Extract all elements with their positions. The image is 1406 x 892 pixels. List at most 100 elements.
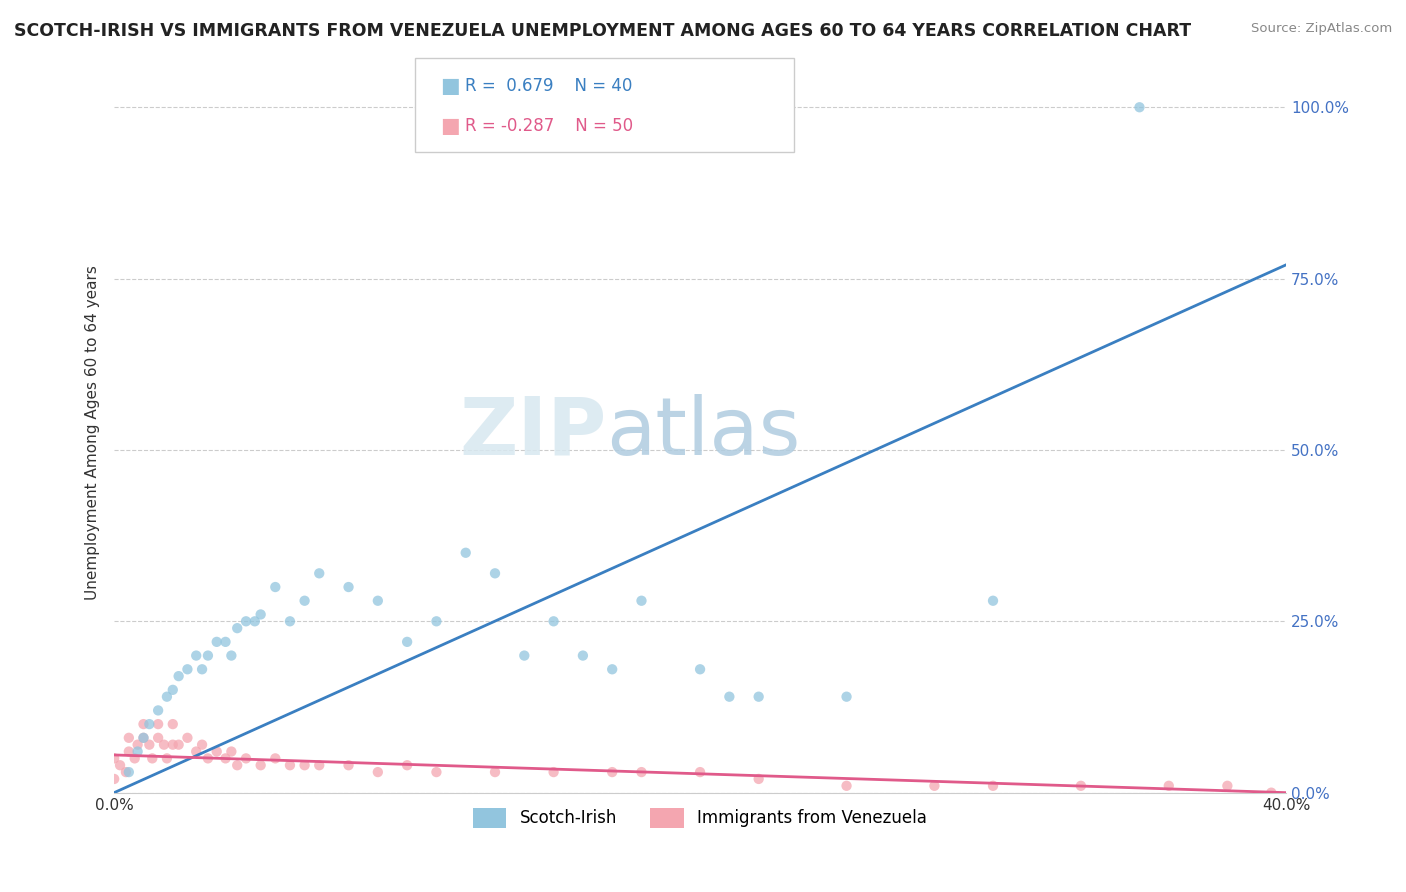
Point [191,738,214,752]
Point [132,717,155,731]
Point [630,593,652,607]
Point [484,566,506,581]
Point [115,765,138,780]
Point [543,615,565,629]
Point [835,779,858,793]
Text: Source: ZipAtlas.com: Source: ZipAtlas.com [1251,22,1392,36]
Point [278,615,301,629]
Point [118,731,141,745]
Point [146,717,169,731]
Point [543,765,565,780]
Point [118,765,141,780]
Point [186,648,208,663]
Point [249,758,271,772]
Point [689,765,711,780]
Point [367,593,389,607]
Point [396,758,419,772]
Point [249,607,271,622]
Point [243,615,266,629]
Point [226,621,249,635]
Point [138,738,160,752]
Point [235,751,257,765]
Point [146,703,169,717]
Text: SCOTCH-IRISH VS IMMIGRANTS FROM VENEZUELA UNEMPLOYMENT AMONG AGES 60 TO 64 YEARS: SCOTCH-IRISH VS IMMIGRANTS FROM VENEZUEL… [14,22,1191,40]
Point [600,765,623,780]
Point [221,745,243,759]
Point [146,731,169,745]
Point [214,751,236,765]
Point [167,669,190,683]
Point [191,662,214,676]
Point [294,593,316,607]
Point [367,765,389,780]
Point [294,758,316,772]
Point [127,745,149,759]
Point [484,765,506,780]
Point [924,779,946,793]
Point [205,745,228,759]
Point [308,758,330,772]
Point [153,738,176,752]
Point [425,765,447,780]
Point [197,751,219,765]
Point [141,751,163,765]
Point [132,731,155,745]
Point [1070,779,1092,793]
Point [630,765,652,780]
Point [176,662,198,676]
Point [1128,100,1150,114]
Text: ■: ■ [440,116,460,136]
Point [118,745,141,759]
Point [308,566,330,581]
Point [205,635,228,649]
Point [572,648,595,663]
Point [176,731,198,745]
Point [156,751,179,765]
Point [124,751,146,765]
Point [748,772,770,786]
Point [264,751,287,765]
Point [278,758,301,772]
Y-axis label: Unemployment Among Ages 60 to 64 years: Unemployment Among Ages 60 to 64 years [86,266,100,600]
Point [337,580,360,594]
Point [264,580,287,594]
Point [103,751,125,765]
Point [186,745,208,759]
Point [396,635,419,649]
Point [132,731,155,745]
Point [226,758,249,772]
Point [1260,786,1282,800]
Text: atlas: atlas [606,393,800,472]
Point [1216,779,1239,793]
Point [162,738,184,752]
Point [748,690,770,704]
Point [138,717,160,731]
Point [689,662,711,676]
Point [162,717,184,731]
Point [221,648,243,663]
Text: R = -0.287    N = 50: R = -0.287 N = 50 [465,117,634,135]
Point [167,738,190,752]
Legend: Scotch-Irish, Immigrants from Venezuela: Scotch-Irish, Immigrants from Venezuela [467,801,934,835]
Point [981,593,1004,607]
Point [1157,779,1180,793]
Point [600,662,623,676]
Point [718,690,741,704]
Text: ZIP: ZIP [460,393,606,472]
Point [835,690,858,704]
Point [425,615,447,629]
Point [108,758,131,772]
Point [235,615,257,629]
Point [981,779,1004,793]
Point [162,682,184,697]
Point [454,546,477,560]
Point [103,772,125,786]
Point [513,648,536,663]
Point [197,648,219,663]
Text: ■: ■ [440,76,460,96]
Point [127,738,149,752]
Text: R =  0.679    N = 40: R = 0.679 N = 40 [465,78,633,95]
Point [337,758,360,772]
Point [214,635,236,649]
Point [156,690,179,704]
